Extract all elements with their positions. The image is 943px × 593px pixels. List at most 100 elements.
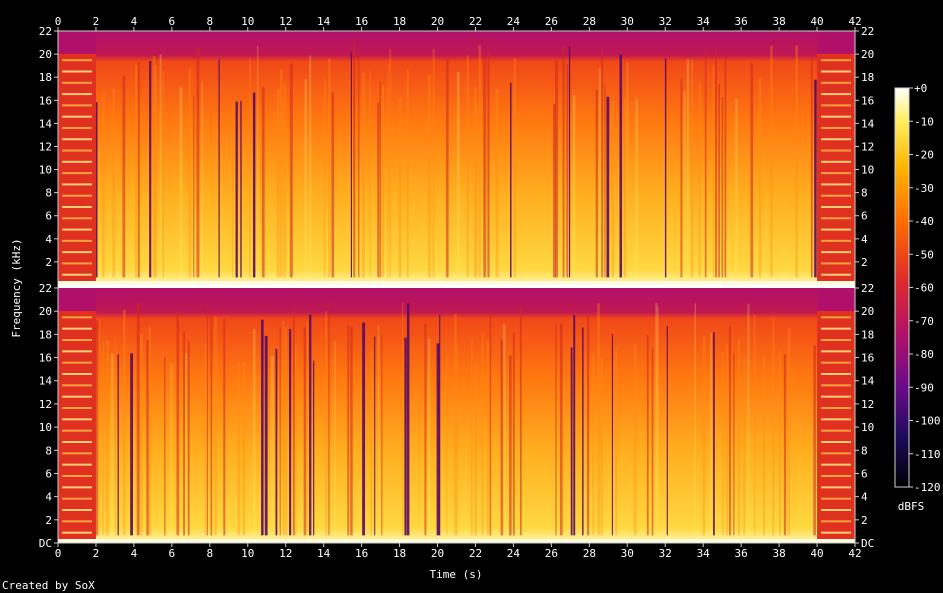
time-stripe	[353, 44, 356, 278]
y-tick-label-right: 2	[861, 256, 868, 269]
y-tick-label-left: 8	[45, 187, 52, 200]
harmonic-band	[821, 81, 851, 84]
harmonic-band	[62, 531, 92, 534]
time-stripe	[606, 96, 610, 278]
time-stripe	[562, 45, 565, 278]
harmonic-band	[62, 339, 92, 341]
harmonic-band	[62, 172, 92, 175]
harmonic-band	[62, 509, 92, 511]
harmonic-band	[821, 429, 851, 432]
x-tick-label-top: 20	[431, 15, 444, 28]
panel-divider	[58, 285, 855, 288]
time-stripe	[724, 56, 727, 278]
time-stripe	[664, 58, 667, 278]
x-tick-label-bottom: 0	[55, 547, 62, 560]
harmonic-band	[821, 115, 851, 118]
time-stripe	[292, 308, 295, 536]
time-stripe	[122, 76, 126, 278]
time-stripe	[566, 64, 569, 278]
time-stripe	[552, 103, 556, 278]
time-stripe	[483, 57, 487, 278]
harmonic-band	[62, 429, 92, 432]
harmonic-band	[821, 350, 851, 353]
y-tick-label-left: 16	[39, 94, 52, 107]
time-stripe	[136, 303, 140, 536]
time-stripe	[407, 303, 410, 536]
time-stripe	[683, 91, 686, 278]
time-stripe	[428, 338, 431, 536]
time-stripe	[381, 334, 383, 536]
time-stripe	[309, 314, 312, 536]
time-stripe	[188, 68, 192, 278]
colorbar-tick-label: -80	[914, 348, 934, 361]
harmonic-band	[821, 70, 851, 73]
colorbar-label: dBFS	[898, 500, 925, 513]
time-stripe	[328, 302, 330, 536]
time-stripe	[666, 325, 668, 536]
y-tick-label-right: 6	[861, 467, 868, 480]
quiet-region-top	[817, 31, 855, 54]
time-stripe	[783, 354, 787, 536]
time-stripe	[112, 88, 115, 278]
time-stripe	[289, 328, 292, 536]
colorbar-tick-label: -30	[914, 182, 934, 195]
harmonic-band	[62, 104, 92, 107]
time-stripe	[715, 47, 717, 278]
time-stripe	[164, 357, 166, 536]
time-stripe	[350, 52, 352, 278]
y-tick-label-right: 16	[861, 352, 874, 365]
x-tick-label-top: 4	[131, 15, 138, 28]
time-stripe	[398, 97, 402, 278]
time-stripe	[261, 319, 264, 536]
low-freq-band	[58, 539, 855, 543]
time-stripe	[712, 65, 715, 278]
y-tick-label-right: 8	[861, 187, 868, 200]
x-tick-label-top: 0	[55, 15, 62, 28]
y-tick-label-right: 4	[861, 491, 868, 504]
time-stripe	[495, 89, 499, 278]
time-stripe	[737, 338, 740, 536]
y-tick-label-right: 2	[861, 514, 868, 527]
time-stripe	[223, 318, 226, 536]
harmonic-band	[821, 395, 851, 398]
y-tick-label-left: 16	[39, 352, 52, 365]
time-stripe	[424, 323, 427, 536]
time-stripe	[95, 320, 99, 536]
time-stripe	[600, 358, 603, 536]
x-tick-label-top: 30	[621, 15, 634, 28]
quiet-region-top	[58, 288, 96, 311]
harmonic-band	[62, 384, 92, 387]
y-tick-label-right: DC	[861, 537, 874, 550]
time-stripe	[619, 54, 623, 278]
time-stripe	[257, 45, 259, 278]
time-stripe	[512, 332, 515, 536]
x-tick-label-top: 42	[848, 15, 861, 28]
time-stripe	[276, 89, 280, 278]
time-stripe	[99, 319, 101, 536]
time-stripe	[379, 81, 381, 278]
colorbar-tick-label: -40	[914, 215, 934, 228]
y-tick-label-right: 12	[861, 140, 874, 153]
y-tick-label-left: 22	[39, 25, 52, 38]
colorbar-tick-label: +0	[914, 82, 927, 95]
time-stripe	[513, 57, 517, 278]
time-stripe	[328, 58, 331, 278]
time-stripe	[592, 354, 595, 536]
harmonic-band	[62, 251, 92, 254]
time-stripe	[289, 63, 293, 278]
time-stripe	[264, 335, 268, 536]
time-stripe	[218, 59, 220, 278]
colorbar-ticks: +0 -10 -20 -30 -40 -50 -60 -70 -80 -90 -100 -110 -12…	[909, 82, 941, 494]
time-stripe	[611, 101, 615, 278]
time-stripe	[377, 325, 380, 536]
harmonic-band	[62, 194, 92, 197]
x-tick-label-bottom: 38	[772, 547, 785, 560]
harmonic-band	[821, 520, 851, 523]
time-stripe	[454, 313, 457, 536]
time-stripe	[601, 48, 603, 278]
y-tick-label-left: 10	[39, 164, 52, 177]
y-tick-label-right: 12	[861, 398, 874, 411]
time-stripe	[95, 102, 98, 278]
time-stripe	[486, 339, 490, 536]
